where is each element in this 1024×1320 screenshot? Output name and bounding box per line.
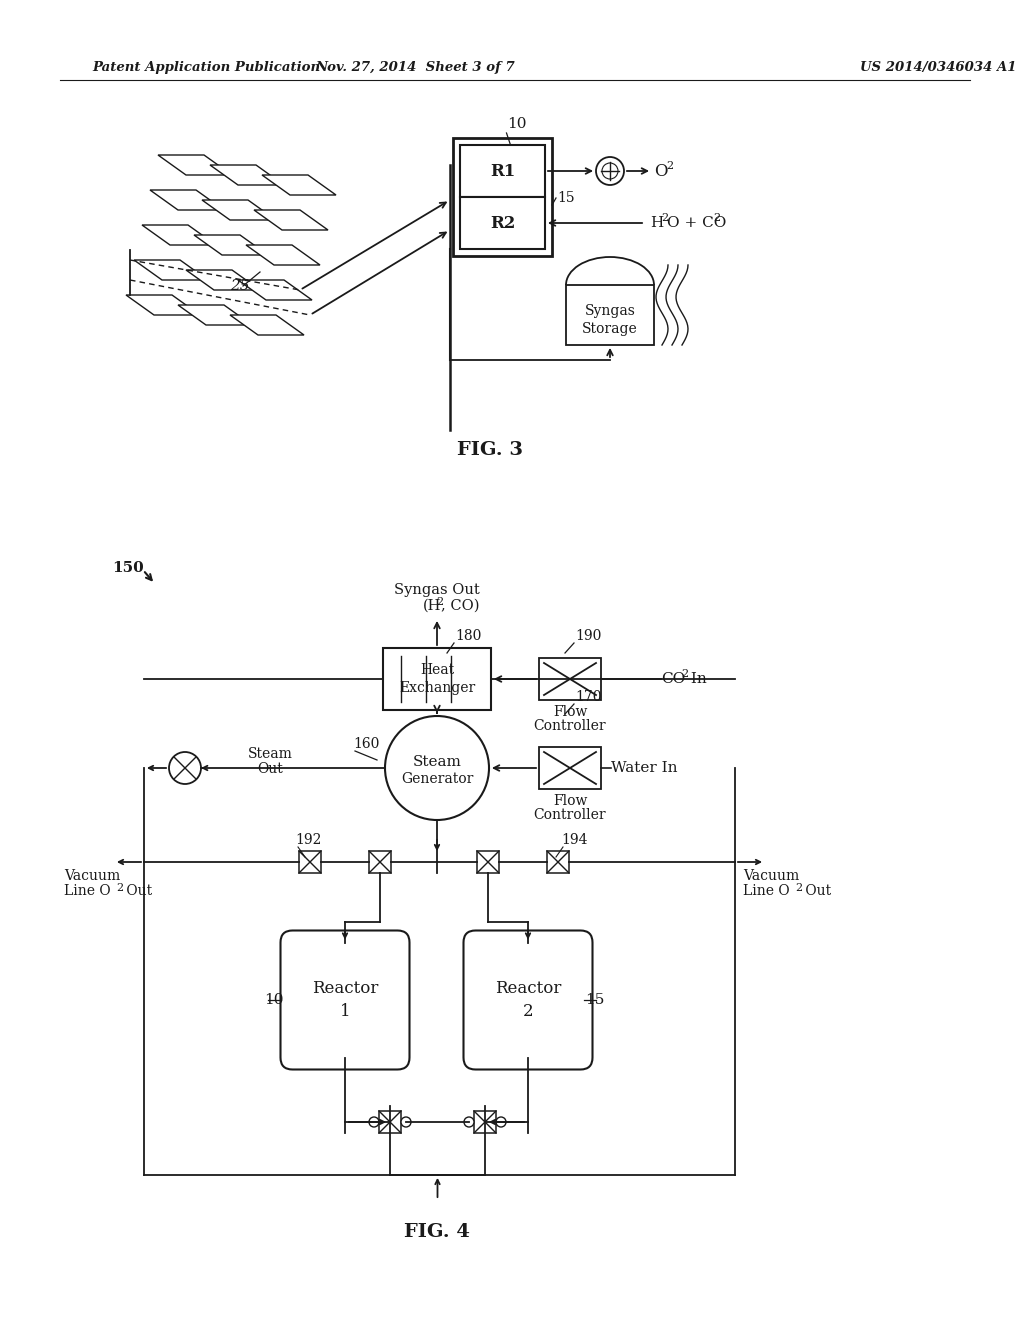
Polygon shape — [246, 246, 319, 265]
Text: 2: 2 — [795, 883, 802, 894]
Text: Line O: Line O — [743, 884, 790, 898]
Polygon shape — [158, 154, 232, 176]
Circle shape — [496, 1117, 506, 1127]
Text: 10: 10 — [508, 117, 527, 131]
Text: FIG. 3: FIG. 3 — [457, 441, 523, 459]
Polygon shape — [230, 315, 304, 335]
Text: Syngas Out: Syngas Out — [394, 583, 480, 597]
Text: Vacuum: Vacuum — [743, 869, 800, 883]
Text: Generator: Generator — [400, 772, 473, 785]
Text: FIG. 4: FIG. 4 — [404, 1224, 470, 1241]
Text: Controller: Controller — [534, 719, 606, 733]
Text: 192: 192 — [295, 833, 322, 847]
Bar — [547, 851, 569, 873]
Text: Syngas
Storage: Syngas Storage — [582, 305, 638, 335]
Polygon shape — [262, 176, 336, 195]
Polygon shape — [254, 210, 328, 230]
Text: R2: R2 — [489, 214, 515, 231]
Text: 2: 2 — [662, 213, 668, 223]
Text: 2: 2 — [713, 213, 720, 223]
Bar — [299, 851, 321, 873]
Text: Steam: Steam — [248, 747, 293, 762]
Text: O: O — [654, 162, 668, 180]
Text: , CO): , CO) — [441, 599, 479, 612]
Text: 194: 194 — [561, 833, 588, 847]
Text: 170: 170 — [575, 690, 601, 704]
Text: 15: 15 — [586, 993, 605, 1007]
Polygon shape — [194, 235, 268, 255]
Text: Nov. 27, 2014  Sheet 3 of 7: Nov. 27, 2014 Sheet 3 of 7 — [315, 62, 515, 74]
Polygon shape — [238, 280, 312, 300]
FancyBboxPatch shape — [281, 931, 410, 1069]
Text: 15: 15 — [557, 191, 574, 205]
Bar — [453, 139, 552, 256]
Circle shape — [464, 1117, 474, 1127]
Text: In: In — [686, 672, 707, 686]
Circle shape — [596, 157, 624, 185]
Text: Heat
Exchanger: Heat Exchanger — [399, 664, 475, 694]
Text: Reactor
1: Reactor 1 — [312, 981, 378, 1019]
Circle shape — [401, 1117, 411, 1127]
Circle shape — [369, 1117, 379, 1127]
Text: H: H — [650, 216, 664, 230]
Text: (H: (H — [423, 599, 441, 612]
Text: CO: CO — [662, 672, 685, 686]
Text: Vacuum: Vacuum — [63, 869, 120, 883]
Text: Out: Out — [801, 884, 831, 898]
Polygon shape — [178, 305, 252, 325]
Text: Out: Out — [257, 762, 283, 776]
Bar — [460, 145, 545, 197]
Polygon shape — [134, 260, 208, 280]
Text: 25: 25 — [230, 279, 250, 293]
Text: 2: 2 — [666, 161, 673, 172]
Polygon shape — [126, 294, 200, 315]
Text: Water In: Water In — [611, 762, 678, 775]
Text: R1: R1 — [489, 162, 515, 180]
Text: Reactor
2: Reactor 2 — [495, 981, 561, 1019]
Text: US 2014/0346034 A1: US 2014/0346034 A1 — [860, 62, 1017, 74]
Text: 150: 150 — [112, 561, 143, 576]
Bar — [477, 851, 499, 873]
Bar — [539, 657, 601, 700]
Polygon shape — [142, 224, 216, 246]
Text: 2: 2 — [116, 883, 123, 894]
Bar — [460, 197, 545, 249]
Polygon shape — [210, 165, 284, 185]
Text: 190: 190 — [575, 630, 601, 643]
Text: 10: 10 — [264, 993, 284, 1007]
Bar — [566, 285, 654, 345]
Text: 2: 2 — [436, 597, 443, 607]
Text: Line O: Line O — [63, 884, 111, 898]
Text: Steam: Steam — [413, 755, 462, 770]
Text: 160: 160 — [353, 737, 379, 751]
FancyBboxPatch shape — [464, 931, 593, 1069]
Text: 2: 2 — [681, 669, 688, 678]
Circle shape — [385, 715, 489, 820]
Text: Out: Out — [122, 884, 153, 898]
Bar — [474, 1111, 496, 1133]
Polygon shape — [150, 190, 224, 210]
Circle shape — [169, 752, 201, 784]
Polygon shape — [202, 201, 276, 220]
Text: Flow: Flow — [553, 795, 587, 808]
Text: O + CO: O + CO — [667, 216, 726, 230]
Text: Patent Application Publication: Patent Application Publication — [92, 62, 321, 74]
Text: Controller: Controller — [534, 808, 606, 822]
Bar — [379, 1111, 401, 1133]
Bar — [383, 648, 490, 710]
Text: 180: 180 — [455, 630, 481, 643]
Polygon shape — [186, 271, 260, 290]
Bar — [539, 747, 601, 789]
Text: Flow: Flow — [553, 705, 587, 719]
Bar — [369, 851, 391, 873]
